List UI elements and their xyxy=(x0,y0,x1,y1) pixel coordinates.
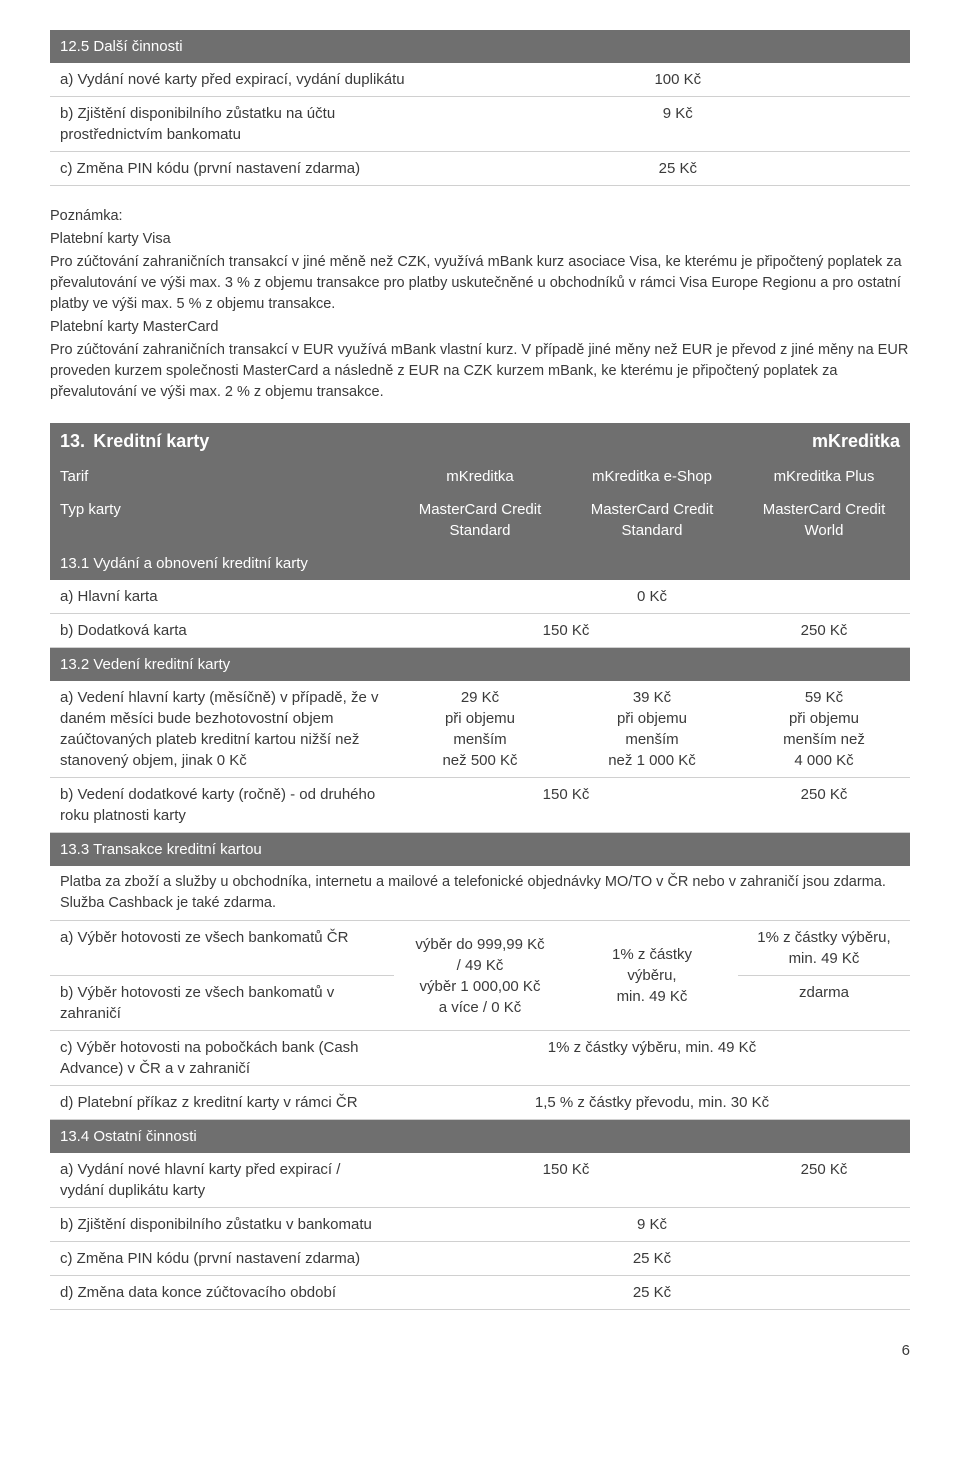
row-13-2-b: b) Vedení dodatkové karty (ročně) - od d… xyxy=(50,778,910,833)
row-13-4-b-val: 9 Kč xyxy=(394,1208,910,1242)
section-13-title-text: Kreditní karty xyxy=(93,431,209,451)
section-13-4-header: 13.4 Ostatní činnosti xyxy=(50,1120,910,1154)
row-13-4-a-label: a) Vydání nové hlavní karty před expirac… xyxy=(50,1153,394,1208)
typ-label: Typ karty xyxy=(50,493,394,547)
section-13-title-row: 13. Kreditní karty mKreditka xyxy=(50,423,910,460)
note-block: Poznámka: Platební karty Visa Pro zúčtov… xyxy=(50,206,910,403)
row-12-5-a: a) Vydání nové karty před expirací, vydá… xyxy=(50,63,910,97)
row-13-3-c-label: c) Výběr hotovosti na pobočkách bank (Ca… xyxy=(50,1031,394,1086)
page-number: 6 xyxy=(50,1340,910,1361)
row-13-2-a: a) Vedení hlavní karty (měsíčně) v přípa… xyxy=(50,681,910,778)
row-13-1-a-label: a) Hlavní karta xyxy=(50,580,394,614)
row-13-2-a-c2: 39 Kč při objemu menším než 1 000 Kč xyxy=(566,681,738,778)
row-13-2-a-c3: 59 Kč při objemu menším než 4 000 Kč xyxy=(738,681,910,778)
row-12-5-b-label: b) Zjištění disponibilního zůstatku na ú… xyxy=(50,97,446,152)
row-13-3-a-c3: 1% z částky výběru, min. 49 Kč xyxy=(738,921,910,976)
tarif-col-3: mKreditka Plus xyxy=(738,460,910,493)
row-13-2-b-c3: 250 Kč xyxy=(738,778,910,833)
row-13-3-text: Platba za zboží a služby u obchodníka, i… xyxy=(50,866,910,921)
tarif-col-2: mKreditka e-Shop xyxy=(566,460,738,493)
note-visa-text: Pro zúčtování zahraničních transakcí v j… xyxy=(50,252,910,315)
row-13-1-a: a) Hlavní karta 0 Kč xyxy=(50,580,910,614)
row-12-5-c-value: 25 Kč xyxy=(446,152,910,186)
row-13-1-b-c12: 150 Kč xyxy=(394,614,738,648)
note-visa-label: Platební karty Visa xyxy=(50,229,910,250)
section-13-num: 13. xyxy=(60,431,85,451)
row-12-5-b: b) Zjištění disponibilního zůstatku na ú… xyxy=(50,97,910,152)
section-12-5-table: 12.5 Další činnosti a) Vydání nové karty… xyxy=(50,30,910,186)
row-13-4-c: c) Změna PIN kódu (první nastavení zdarm… xyxy=(50,1242,910,1276)
row-13-3-d-val: 1,5 % z částky převodu, min. 30 Kč xyxy=(394,1086,910,1120)
row-13-1-a-val: 0 Kč xyxy=(394,580,910,614)
row-13-3-a-label: a) Výběr hotovosti ze všech bankomatů ČR xyxy=(50,921,394,976)
section-13-3-title: 13.3 Transakce kreditní kartou xyxy=(50,833,910,867)
row-13-3-c: c) Výběr hotovosti na pobočkách bank (Ca… xyxy=(50,1031,910,1086)
row-13-2-b-label: b) Vedení dodatkové karty (ročně) - od d… xyxy=(50,778,394,833)
typ-col-2: MasterCard Credit Standard xyxy=(566,493,738,547)
typ-col-3: MasterCard Credit World xyxy=(738,493,910,547)
row-13-3-d: d) Platební příkaz z kreditní karty v rá… xyxy=(50,1086,910,1120)
row-13-3-c-val: 1% z částky výběru, min. 49 Kč xyxy=(394,1031,910,1086)
row-13-3-text-val: Platba za zboží a služby u obchodníka, i… xyxy=(50,866,910,921)
section-12-5-header: 12.5 Další činnosti xyxy=(50,30,910,63)
row-13-3-b-label: b) Výběr hotovosti ze všech bankomatů v … xyxy=(50,976,394,1031)
row-13-3-ab-c1: výběr do 999,99 Kč / 49 Kč výběr 1 000,0… xyxy=(394,921,566,1031)
row-13-4-c-label: c) Změna PIN kódu (první nastavení zdarm… xyxy=(50,1242,394,1276)
note-mc-label: Platební karty MasterCard xyxy=(50,317,910,338)
row-13-1-b-c3: 250 Kč xyxy=(738,614,910,648)
typ-col-1: MasterCard Credit Standard xyxy=(394,493,566,547)
section-13-1-title: 13.1 Vydání a obnovení kreditní karty xyxy=(50,547,910,580)
row-13-4-d: d) Změna data konce zúčtovacího období 2… xyxy=(50,1276,910,1310)
section-13-typ-row: Typ karty MasterCard Credit Standard Mas… xyxy=(50,493,910,547)
row-13-2-a-label: a) Vedení hlavní karty (měsíčně) v přípa… xyxy=(50,681,394,778)
section-13-2-header: 13.2 Vedení kreditní karty xyxy=(50,648,910,682)
row-13-4-a-c3: 250 Kč xyxy=(738,1153,910,1208)
row-13-4-a-c12: 150 Kč xyxy=(394,1153,738,1208)
row-12-5-c: c) Změna PIN kódu (první nastavení zdarm… xyxy=(50,152,910,186)
row-13-2-a-c1: 29 Kč při objemu menším než 500 Kč xyxy=(394,681,566,778)
section-13-2-title: 13.2 Vedení kreditní karty xyxy=(50,648,910,682)
row-13-4-c-val: 25 Kč xyxy=(394,1242,910,1276)
section-13-title: 13. Kreditní karty xyxy=(50,423,566,460)
row-13-3-b-c3: zdarma xyxy=(738,976,910,1031)
section-13-1-header: 13.1 Vydání a obnovení kreditní karty xyxy=(50,547,910,580)
row-12-5-a-value: 100 Kč xyxy=(446,63,910,97)
section-13-4-title: 13.4 Ostatní činnosti xyxy=(50,1120,910,1154)
row-13-4-a: a) Vydání nové hlavní karty před expirac… xyxy=(50,1153,910,1208)
section-13-table: 13. Kreditní karty mKreditka Tarif mKred… xyxy=(50,423,910,1310)
note-heading: Poznámka: xyxy=(50,206,910,227)
note-mc-text: Pro zúčtování zahraničních transakcí v E… xyxy=(50,340,910,403)
row-13-3-a: a) Výběr hotovosti ze všech bankomatů ČR… xyxy=(50,921,910,976)
row-13-1-b-label: b) Dodatková karta xyxy=(50,614,394,648)
row-12-5-c-label: c) Změna PIN kódu (první nastavení zdarm… xyxy=(50,152,446,186)
section-13-product: mKreditka xyxy=(566,423,910,460)
row-13-4-b-label: b) Zjištění disponibilního zůstatku v ba… xyxy=(50,1208,394,1242)
section-12-5-title: 12.5 Další činnosti xyxy=(50,30,910,63)
row-12-5-b-value: 9 Kč xyxy=(446,97,910,152)
row-13-4-d-label: d) Změna data konce zúčtovacího období xyxy=(50,1276,394,1310)
row-12-5-a-label: a) Vydání nové karty před expirací, vydá… xyxy=(50,63,446,97)
row-13-3-ab-c2: 1% z částky výběru, min. 49 Kč xyxy=(566,921,738,1031)
tarif-label: Tarif xyxy=(50,460,394,493)
section-13-tarif-row: Tarif mKreditka mKreditka e-Shop mKredit… xyxy=(50,460,910,493)
row-13-4-b: b) Zjištění disponibilního zůstatku v ba… xyxy=(50,1208,910,1242)
row-13-1-b: b) Dodatková karta 150 Kč 250 Kč xyxy=(50,614,910,648)
tarif-col-1: mKreditka xyxy=(394,460,566,493)
row-13-3-d-label: d) Platební příkaz z kreditní karty v rá… xyxy=(50,1086,394,1120)
section-13-3-header: 13.3 Transakce kreditní kartou xyxy=(50,833,910,867)
row-13-4-d-val: 25 Kč xyxy=(394,1276,910,1310)
row-13-2-b-c12: 150 Kč xyxy=(394,778,738,833)
